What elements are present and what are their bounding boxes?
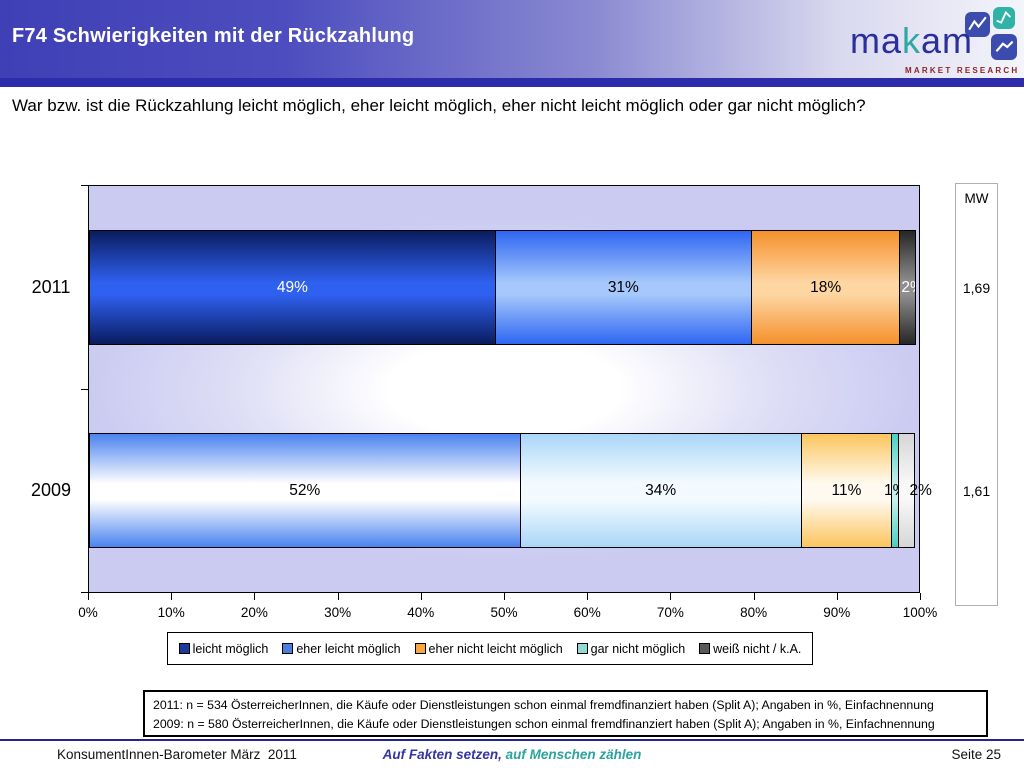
x-axis-tick-label: 80% <box>740 605 768 620</box>
bar-segment: 18% <box>750 230 901 345</box>
bar-segment: 31% <box>494 230 752 345</box>
bar-segment-label: 2% <box>901 278 915 296</box>
bar-segment-label: 11% <box>831 481 862 499</box>
x-axis-tick <box>587 593 589 600</box>
bar-segment-label: 31% <box>607 278 639 296</box>
x-axis-tick <box>920 593 921 600</box>
mean-value: 1,61 <box>962 483 991 499</box>
mean-column-header: MW <box>964 191 989 206</box>
footer-slogan: Auf Fakten setzen, auf Menschen zählen <box>0 747 1024 762</box>
bar-segment-label: 52% <box>289 481 321 499</box>
bar-segment: 34% <box>519 433 802 548</box>
footer-divider <box>0 739 1024 741</box>
bar-segment: 49% <box>89 230 496 345</box>
x-axis-tick <box>670 593 672 600</box>
x-axis-tick-label: 90% <box>823 605 851 620</box>
bar-segment: 52% <box>89 433 521 548</box>
bar-segment: 2% <box>899 230 916 345</box>
legend-item: weiß nicht / k.A. <box>699 642 801 656</box>
x-axis-tick-label: 40% <box>407 605 435 620</box>
x-axis-tick-label: 30% <box>324 605 352 620</box>
x-axis-tick <box>254 593 256 600</box>
legend-label: weiß nicht / k.A. <box>713 641 802 656</box>
chart-line-icon <box>993 7 1015 29</box>
footer-left-text: KonsumentInnen-Barometer März 2011 <box>57 747 297 762</box>
x-axis-tick-label: 70% <box>656 605 684 620</box>
brand-part: am <box>921 20 974 61</box>
category-label: 2011 <box>31 277 71 297</box>
x-axis-tick-label: 50% <box>490 605 518 620</box>
legend-label: leicht möglich <box>192 641 269 656</box>
legend-swatch <box>414 643 426 654</box>
legend-swatch <box>178 643 190 654</box>
footer-slogan-part1: Auf Fakten setzen, <box>382 747 502 762</box>
page-title: F74 Schwierigkeiten mit der Rückzahlung <box>12 25 415 47</box>
bar-segment-label: 2% <box>909 481 932 499</box>
x-axis-tick <box>504 593 505 600</box>
bar-segment-label: 18% <box>810 278 842 296</box>
footnote-line: 2011: n = 534 ÖsterreicherInnen, die Käu… <box>153 698 934 712</box>
chart-legend: leicht möglich eher leicht möglich eher ni… <box>167 632 813 665</box>
legend-item: eher nicht leicht möglich <box>414 641 563 656</box>
bar-segment: 2% <box>898 433 932 548</box>
x-axis-tick <box>753 593 755 600</box>
x-axis-tick-label: 0% <box>78 605 98 620</box>
brand-part-k: k <box>902 20 922 61</box>
bar-row-2011: 49% 31% 18% 2% <box>89 230 919 345</box>
legend-swatch <box>282 643 294 654</box>
header-underline <box>0 78 1024 87</box>
x-axis-tick-label: 60% <box>573 605 601 620</box>
legend-item: eher leicht möglich <box>282 641 401 656</box>
slide-header: F74 Schwierigkeiten mit der Rückzahlung <box>0 0 1024 78</box>
legend-item: leicht möglich <box>178 641 269 656</box>
brand-part: ma <box>850 20 903 61</box>
x-axis-tick-label: 10% <box>157 605 185 620</box>
legend-swatch <box>576 643 588 654</box>
x-axis-tick-label: 20% <box>240 605 268 620</box>
brand-logo: makam MARKET RESEARCH <box>848 4 1020 76</box>
mean-value-column: MW 1,69 1,61 <box>955 183 998 606</box>
x-axis-tick <box>171 593 173 600</box>
chart-line-icon <box>965 12 990 37</box>
page-number: Seite 25 <box>951 747 1001 762</box>
x-axis-tick <box>836 593 838 600</box>
legend-label: gar nicht möglich <box>590 641 686 656</box>
legend-item: gar nicht möglich <box>576 641 686 656</box>
brand-name: makam <box>850 20 973 62</box>
y-axis-tick <box>81 185 88 186</box>
x-axis-tick <box>420 593 422 600</box>
bar-row-2009: 52% 34% 11% 1% 2% <box>89 433 932 548</box>
x-axis-tick <box>88 593 89 600</box>
chart-line-icon <box>991 34 1017 60</box>
x-axis-tick <box>337 593 339 600</box>
legend-label: eher leicht möglich <box>296 641 401 656</box>
question-text: War bzw. ist die Rückzahlung leicht mögl… <box>12 96 866 115</box>
footnote-box: 2011: n = 534 ÖsterreicherInnen, die Käu… <box>143 690 988 737</box>
footnote-line: 2009: n = 580 ÖsterreicherInnen, die Käu… <box>153 717 935 731</box>
legend-swatch <box>699 643 711 654</box>
x-axis-tick-label: 100% <box>902 605 938 620</box>
brand-tagline: MARKET RESEARCH <box>905 66 1020 75</box>
mean-value: 1,69 <box>962 280 991 296</box>
y-axis-tick <box>81 389 88 390</box>
bar-segment-label: 34% <box>645 481 677 499</box>
category-label: 2009 <box>30 480 72 500</box>
y-axis-tick <box>81 592 88 593</box>
footer-slogan-part2: auf Menschen zählen <box>501 747 642 762</box>
bar-segment-label: 49% <box>276 278 308 296</box>
legend-label: eher nicht leicht möglich <box>428 641 563 656</box>
bar-segment: 11% <box>800 433 893 548</box>
